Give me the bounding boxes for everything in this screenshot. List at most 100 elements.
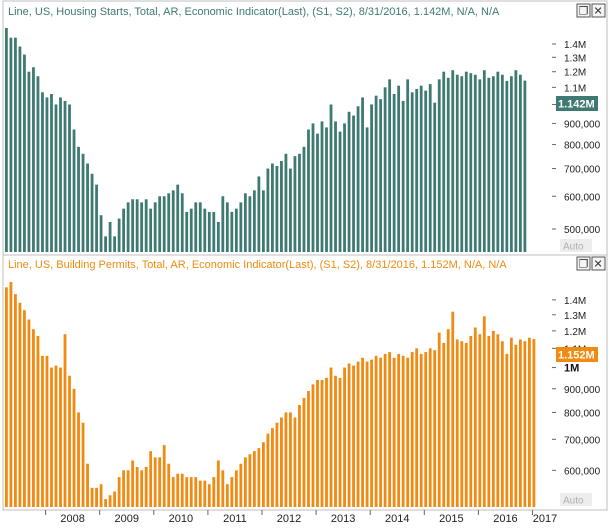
panel-1-auto-button[interactable]: Auto xyxy=(563,242,584,253)
bar xyxy=(167,463,171,507)
bar xyxy=(180,473,184,507)
bar xyxy=(32,329,35,507)
bar xyxy=(487,335,491,507)
bar xyxy=(126,470,130,507)
panel-1-restore-button[interactable]: ❐ xyxy=(576,3,591,18)
bar xyxy=(289,412,292,507)
bar xyxy=(271,163,274,252)
bar xyxy=(325,127,328,252)
bar xyxy=(68,104,71,253)
bar xyxy=(18,302,22,507)
restore-window-icon[interactable]: ❐ xyxy=(579,6,589,18)
bar xyxy=(338,377,342,507)
bar xyxy=(338,131,342,252)
bar xyxy=(275,166,279,252)
panel-1-close-box[interactable] xyxy=(591,3,606,18)
bar xyxy=(374,95,378,252)
x-tick-label: 2014 xyxy=(385,513,409,523)
bar xyxy=(252,190,256,252)
bar xyxy=(464,342,468,507)
panel-2-auto-box[interactable] xyxy=(560,493,592,506)
y-tick-label: 1.1M xyxy=(564,83,586,94)
bar xyxy=(343,367,346,507)
bar xyxy=(162,445,166,507)
bar xyxy=(518,74,522,252)
bar xyxy=(59,97,62,252)
panel-1-auto-box[interactable] xyxy=(560,239,592,252)
bar xyxy=(451,70,455,253)
bar xyxy=(365,127,369,252)
bar xyxy=(234,208,238,252)
bar xyxy=(225,484,229,507)
bar xyxy=(478,334,482,507)
panel-1-close-button[interactable]: ✕ xyxy=(591,3,606,18)
panel-2-restore-button[interactable]: ❐ xyxy=(576,256,591,271)
bar xyxy=(523,80,527,252)
bar xyxy=(81,422,85,507)
bar xyxy=(316,380,319,507)
bar xyxy=(131,460,135,507)
bar xyxy=(347,363,351,507)
y-tick-label: 500,000 xyxy=(564,225,601,236)
bar xyxy=(243,193,247,252)
bar xyxy=(460,76,464,252)
bar xyxy=(9,37,13,252)
bar xyxy=(298,153,301,252)
bar xyxy=(428,84,432,252)
bar xyxy=(482,316,486,507)
y-tick-label: 1.4M xyxy=(564,40,586,51)
bar xyxy=(189,208,193,252)
bar xyxy=(266,168,270,252)
bar xyxy=(518,339,522,507)
bar xyxy=(14,37,17,252)
bar xyxy=(212,211,216,252)
bar xyxy=(261,442,265,507)
bar xyxy=(397,353,401,507)
bar xyxy=(374,355,378,507)
bar xyxy=(41,355,44,507)
bar xyxy=(271,428,274,507)
bar xyxy=(50,93,53,253)
bar xyxy=(419,85,423,253)
bar xyxy=(207,211,211,252)
close-window-icon[interactable]: ✕ xyxy=(594,6,603,18)
x-tick-label: 2011 xyxy=(223,513,247,523)
bar xyxy=(158,457,162,507)
bar xyxy=(5,287,8,507)
bar xyxy=(293,156,297,252)
panel-1-restore-box[interactable] xyxy=(576,3,591,18)
bar xyxy=(379,357,383,507)
bar xyxy=(460,341,464,507)
panel-2-auto-button[interactable]: Auto xyxy=(563,496,584,507)
bar xyxy=(45,97,49,252)
bar xyxy=(383,353,387,507)
bar xyxy=(473,74,477,252)
bar xyxy=(361,97,364,252)
panel-2-last-value-label: 1.152M xyxy=(558,350,595,362)
bar xyxy=(72,388,76,507)
bar xyxy=(72,129,76,252)
panel-2-close-button[interactable]: ✕ xyxy=(591,256,606,271)
bar xyxy=(113,236,117,252)
bar xyxy=(54,365,58,507)
bar xyxy=(230,211,234,252)
close-window-icon[interactable]: ✕ xyxy=(594,259,603,271)
bar xyxy=(176,184,180,252)
bar xyxy=(428,348,432,507)
bar xyxy=(171,477,175,507)
bar xyxy=(18,46,22,252)
bar xyxy=(455,339,459,507)
bar xyxy=(388,79,392,252)
panel-2-close-box[interactable] xyxy=(591,256,606,271)
bar xyxy=(298,405,301,507)
bar xyxy=(117,477,121,507)
y-tick-label: 1.2M xyxy=(564,68,586,79)
bar xyxy=(320,380,324,507)
bar xyxy=(370,359,373,507)
restore-window-icon[interactable]: ❐ xyxy=(579,259,589,271)
panel-2-restore-box[interactable] xyxy=(576,256,591,271)
bar xyxy=(239,463,243,507)
bar xyxy=(505,353,509,507)
bar xyxy=(500,74,504,252)
bar xyxy=(144,199,148,252)
